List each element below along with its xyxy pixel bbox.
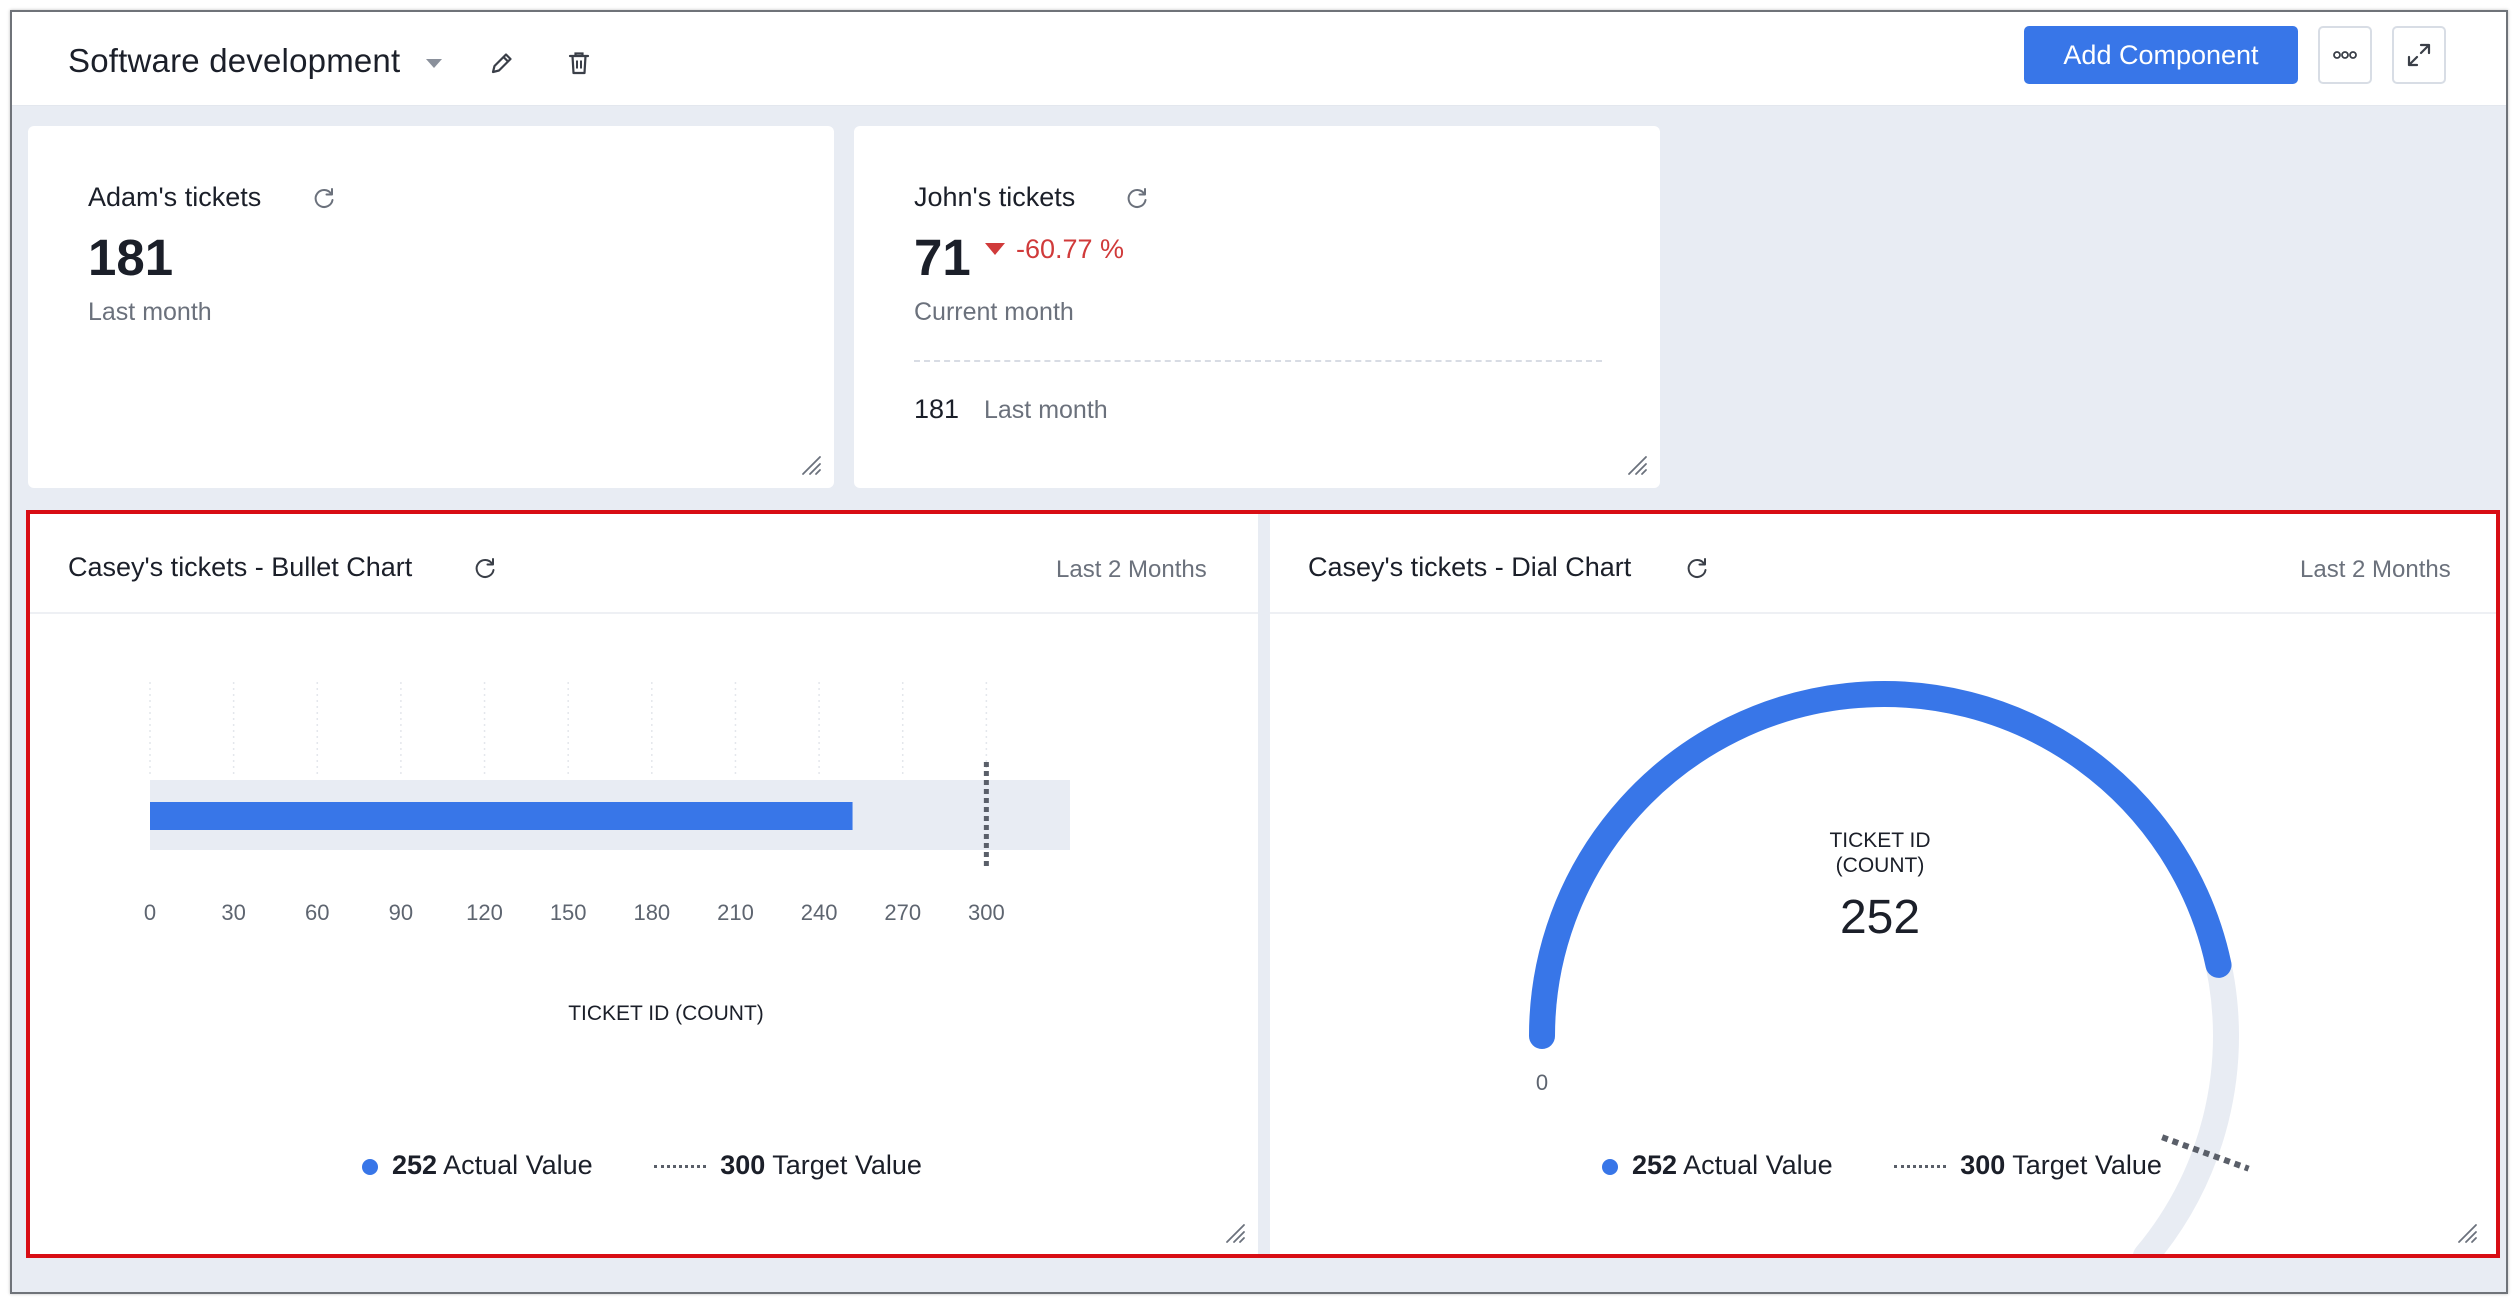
more-options-button[interactable]	[2318, 26, 2372, 84]
x-tick-label: 30	[221, 900, 245, 925]
refresh-icon[interactable]	[1684, 556, 1710, 582]
dial-chart: 0330	[1529, 681, 2250, 1254]
kpi-period: Last month	[88, 298, 212, 326]
kpi-value: 71	[914, 229, 971, 286]
dial-target-marker	[2161, 1134, 2250, 1172]
more-icon	[2333, 51, 2357, 59]
fullscreen-button[interactable]	[2392, 26, 2446, 84]
caret-down-icon[interactable]	[426, 59, 442, 68]
edit-icon[interactable]	[488, 49, 516, 77]
panel-title: Casey's tickets - Dial Chart	[1308, 552, 1632, 582]
dial-center-label-line1: TICKET ID	[1829, 829, 1931, 852]
kpi-prev-value: 181	[914, 394, 960, 424]
kpi-card-adam: Adam's tickets 181 Last month	[28, 126, 834, 488]
bullet-actual-bar	[150, 802, 853, 830]
panel-header: Casey's tickets - Bullet Chart Last 2 Mo…	[30, 514, 1258, 614]
resize-handle-icon[interactable]	[1224, 1222, 1246, 1244]
legend-target-value: 300	[1960, 1150, 2006, 1180]
add-component-button[interactable]: Add Component	[2024, 26, 2298, 84]
actual-legend-dot	[1602, 1158, 1618, 1175]
panel-title: Casey's tickets - Bullet Chart	[68, 552, 413, 582]
resize-handle-icon[interactable]	[800, 454, 822, 476]
legend-actual-value: 252	[392, 1150, 438, 1180]
resize-handle-icon[interactable]	[1626, 454, 1648, 476]
dial-actual-arc	[1529, 681, 2232, 1049]
dial-min-label: 0	[1536, 1070, 1548, 1095]
x-axis-title: TICKET ID (COUNT)	[568, 1002, 764, 1025]
refresh-icon[interactable]	[1124, 186, 1150, 212]
legend-actual-label: Actual Value	[443, 1150, 593, 1180]
bullet-chart: 0 30 60 90 120 150 180 210 240 270 300 TICKET ID (C…	[144, 682, 1070, 1025]
kpi-period: Current month	[914, 298, 1074, 326]
kpi-card-john: John's tickets 71 -60.77 % Current month…	[854, 126, 1660, 488]
kpi-title: John's tickets	[914, 182, 1076, 212]
x-tick-label: 210	[717, 900, 754, 925]
refresh-icon[interactable]	[472, 556, 498, 582]
dashboard-frame: Software development Add Component	[10, 10, 2508, 1294]
target-legend-line	[1894, 1165, 1947, 1169]
chart-legend: 252 Actual Value 300 Target Value	[1602, 1150, 2162, 1181]
kpi-change: -60.77 %	[1016, 234, 1125, 264]
dial-chart-panel: Casey's tickets - Dial Chart Last 2 Mont…	[1270, 514, 2496, 1254]
resize-handle-icon[interactable]	[2456, 1222, 2478, 1244]
bullet-chart-panel: Casey's tickets - Bullet Chart Last 2 Mo…	[30, 514, 1258, 1254]
legend-actual-value: 252	[1632, 1150, 1678, 1180]
x-tick-label: 300	[968, 900, 1005, 925]
selection-highlight	[26, 510, 2500, 1258]
kpi-value: 181	[88, 229, 174, 286]
delete-icon[interactable]	[565, 49, 593, 77]
panel-range[interactable]: Last 2 Months	[2300, 556, 2451, 583]
kpi-prev-period: Last month	[984, 396, 1108, 424]
chart-legend: 252 Actual Value 300 Target Value	[362, 1150, 922, 1181]
legend-target-label: Target Value	[772, 1150, 922, 1180]
x-tick-label: 180	[633, 900, 670, 925]
top-bar: Software development Add Component	[12, 12, 2506, 106]
x-tick-label: 240	[801, 900, 838, 925]
x-tick-label: 120	[466, 900, 503, 925]
actual-legend-dot	[362, 1158, 378, 1175]
decrease-arrow-icon	[985, 243, 1005, 255]
x-tick-label: 0	[144, 900, 156, 925]
refresh-icon[interactable]	[311, 186, 337, 212]
x-tick-label: 60	[305, 900, 329, 925]
x-tick-label: 270	[884, 900, 921, 925]
expand-icon	[2407, 43, 2431, 67]
legend-actual-label: Actual Value	[1683, 1150, 1833, 1180]
legend-target-label: Target Value	[2012, 1150, 2162, 1180]
kpi-title: Adam's tickets	[88, 182, 262, 212]
divider	[914, 360, 1602, 362]
target-legend-line	[654, 1165, 707, 1169]
panel-range[interactable]: Last 2 Months	[1056, 556, 1207, 583]
dial-center-label-line2: (COUNT)	[1835, 854, 1925, 877]
panel-header: Casey's tickets - Dial Chart Last 2 Mont…	[1270, 514, 2496, 614]
dashboard-title[interactable]: Software development	[68, 42, 401, 79]
dial-center-label: TICKET ID (COUNT)	[1760, 828, 2000, 878]
legend-target-value: 300	[720, 1150, 766, 1180]
dial-center-value: 252	[1839, 891, 1921, 944]
x-tick-label: 90	[389, 900, 413, 925]
x-tick-label: 150	[550, 900, 587, 925]
